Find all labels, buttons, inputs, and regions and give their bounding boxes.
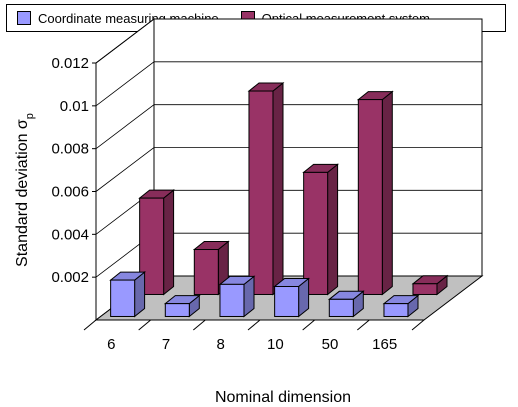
x-tick-label: 6 [107, 336, 115, 353]
bar-cmm-6 [110, 279, 136, 317]
gridline [95, 18, 482, 64]
x-tick-label: 165 [372, 336, 397, 353]
x-tick-mark [411, 319, 425, 331]
bar-optical-50-side [381, 90, 393, 296]
x-tick-mark [302, 319, 315, 331]
gridline [95, 61, 482, 107]
bar-optical-6-side [163, 189, 175, 296]
y-axis-title: Standard deviation σp [14, 113, 36, 267]
y-tick-label: 0.002 [51, 269, 89, 286]
bar-cmm-165 [383, 303, 409, 317]
x-tick-mark [193, 319, 206, 331]
y-tick-label: 0.008 [51, 141, 89, 158]
y-tick-label: 0.004 [51, 226, 89, 243]
x-tick-label: 7 [162, 336, 170, 353]
y-axis-title-subscript: p [24, 113, 36, 119]
bar-cmm-7 [164, 303, 190, 317]
bar-optical-7 [193, 249, 219, 295]
y-tick-label: 0.012 [51, 55, 89, 72]
bar-optical-8 [248, 90, 274, 295]
y-tick-label: 0.01 [60, 98, 89, 115]
bar-cmm-8 [219, 283, 245, 317]
x-tick-label: 8 [216, 336, 224, 353]
x-tick-mark [247, 319, 261, 331]
x-tick-mark [83, 319, 97, 331]
bar-optical-8-side [272, 81, 284, 296]
bar-optical-10-side [327, 163, 339, 296]
x-tick-label: 10 [267, 336, 284, 353]
x-tick-label: 50 [322, 336, 339, 353]
bar-optical-10 [303, 171, 329, 295]
legend-swatch-cmm [17, 11, 31, 25]
x-tick-mark [138, 319, 151, 331]
x-axis-title: Nominal dimension [215, 389, 351, 406]
bar-cmm-50 [328, 298, 354, 317]
bar-cmm-10 [274, 285, 300, 317]
x-tick-mark [357, 319, 370, 331]
bar-optical-50 [357, 99, 383, 295]
y-tick-label: 0.006 [51, 184, 89, 201]
bar-optical-165 [412, 283, 438, 295]
